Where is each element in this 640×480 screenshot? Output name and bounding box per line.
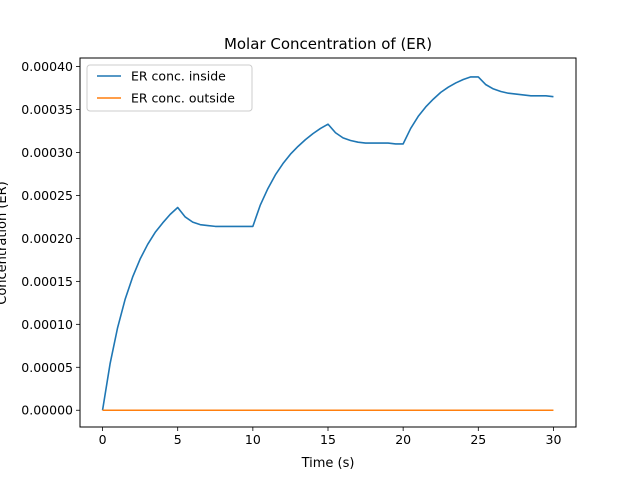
x-tick-label: 30 xyxy=(546,432,562,447)
x-tick-label: 15 xyxy=(320,432,336,447)
x-tick-label: 20 xyxy=(395,432,411,447)
y-tick-label: 0.00000 xyxy=(21,403,73,418)
y-tick-label: 0.00020 xyxy=(21,231,73,246)
y-tick-label: 0.00030 xyxy=(21,145,73,160)
y-axis-title: Concentration (ER) xyxy=(0,181,10,305)
x-tick-label: 5 xyxy=(174,432,182,447)
chart-title: Molar Concentration of (ER) xyxy=(224,35,432,53)
y-tick-label: 0.00040 xyxy=(21,59,73,74)
y-axis: 0.00000 0.00005 0.00010 0.00015 0.00020 0.000… xyxy=(21,59,80,418)
legend-label-inside: ER conc. inside xyxy=(131,69,226,84)
x-tick-label: 10 xyxy=(245,432,261,447)
y-tick-label: 0.00015 xyxy=(21,274,73,289)
legend-box xyxy=(86,64,253,112)
legend-label-outside: ER conc. outside xyxy=(131,91,235,106)
y-tick-label: 0.00010 xyxy=(21,317,73,332)
x-axis-title: Time (s) xyxy=(301,456,355,471)
x-axis: 0 5 10 15 20 25 30 xyxy=(99,427,562,447)
y-tick-label: 0.00035 xyxy=(21,102,73,117)
y-tick-label: 0.00005 xyxy=(21,360,73,375)
series-line-0 xyxy=(101,76,554,411)
x-tick-label: 0 xyxy=(99,432,107,447)
plot-frame xyxy=(79,57,577,428)
plot-area xyxy=(101,76,554,412)
y-tick-label: 0.00025 xyxy=(21,188,73,203)
x-tick-label: 25 xyxy=(470,432,486,447)
legend: ER conc. inside ER conc. outside xyxy=(86,64,253,112)
